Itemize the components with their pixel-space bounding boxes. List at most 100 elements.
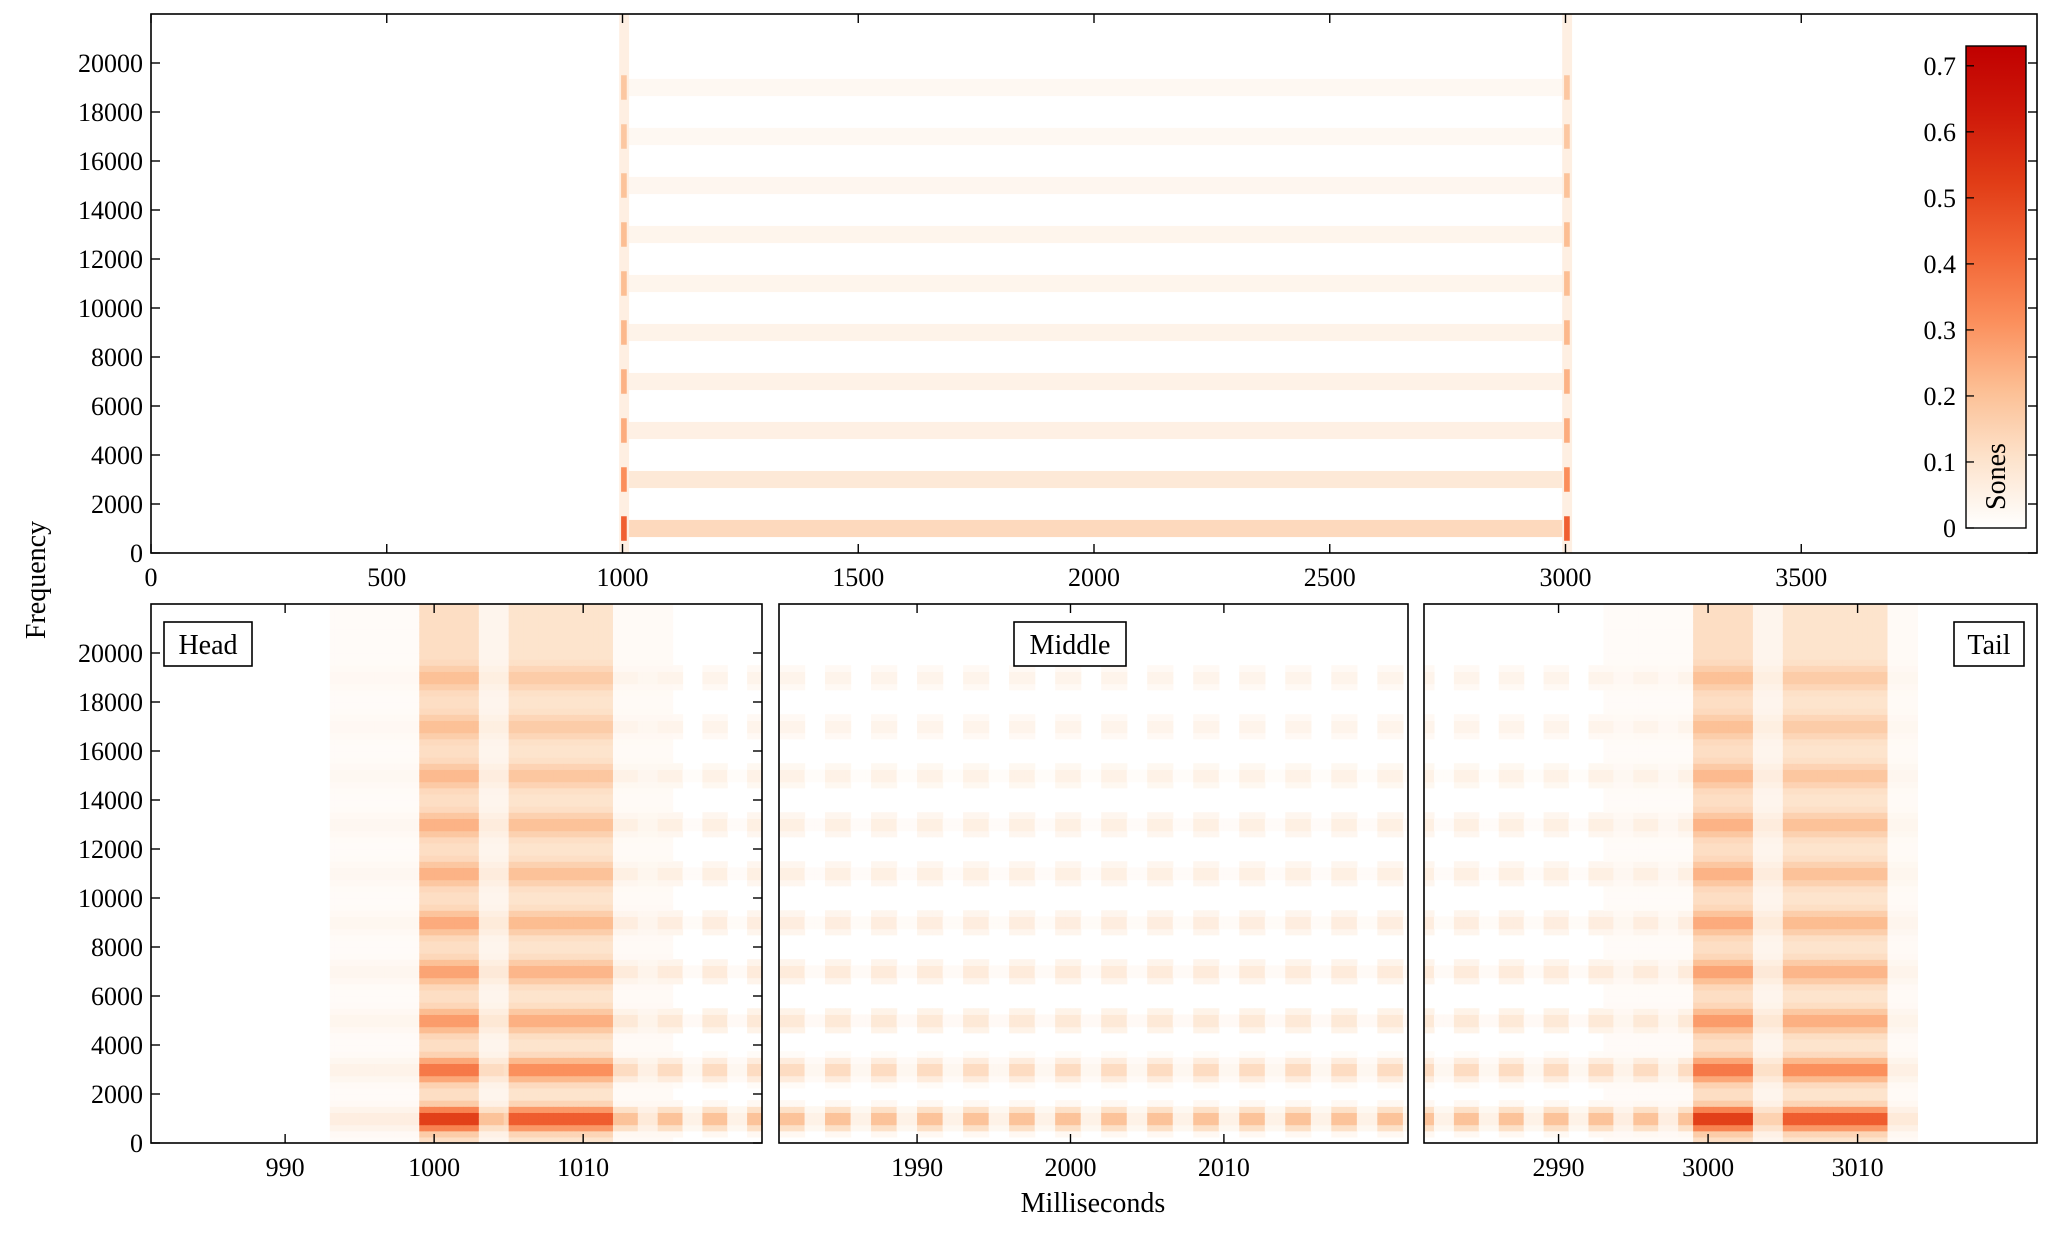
heatmap-cell xyxy=(463,1087,470,1095)
heatmap-cell xyxy=(468,714,475,721)
heatmap-cell xyxy=(349,1118,356,1126)
x-tick-label: 2500 xyxy=(1304,563,1356,592)
heatmap-cell xyxy=(384,1002,391,1009)
heatmap-cell xyxy=(419,940,425,948)
heatmap-cell xyxy=(503,873,510,881)
heatmap-cell xyxy=(473,738,480,746)
heatmap-cell xyxy=(493,916,500,924)
heatmap-cell xyxy=(389,922,396,930)
heatmap-cell xyxy=(354,708,361,715)
heatmap-cell xyxy=(399,787,405,795)
heatmap-cell xyxy=(468,824,475,832)
heatmap-cell xyxy=(498,677,505,685)
heatmap-cell xyxy=(389,1087,396,1095)
heatmap-cell xyxy=(444,757,450,764)
heatmap-cell xyxy=(339,867,346,875)
heatmap-cell xyxy=(404,1136,410,1143)
heatmap-cell xyxy=(359,793,366,801)
heatmap-cell xyxy=(404,1124,410,1132)
heatmap-cell xyxy=(454,1057,460,1064)
heatmap-cell xyxy=(344,1136,351,1143)
heatmap-cell xyxy=(528,1002,535,1009)
heatmap-cell xyxy=(563,842,569,850)
heatmap-cell xyxy=(518,965,525,973)
heatmap-cell xyxy=(553,695,559,703)
heatmap-cell xyxy=(439,885,445,893)
heatmap-cell xyxy=(593,604,599,611)
heatmap-cell xyxy=(528,665,535,672)
heatmap-cell xyxy=(508,806,515,813)
heatmap-cell xyxy=(369,732,376,740)
heatmap-cell xyxy=(518,1057,525,1064)
heatmap-cell xyxy=(513,628,520,636)
heatmap-cell xyxy=(488,720,495,728)
heatmap-cell xyxy=(498,800,505,807)
heatmap-cell xyxy=(543,824,549,832)
heatmap-cell xyxy=(463,1094,470,1101)
heatmap-cell xyxy=(583,1026,589,1034)
heatmap-cell xyxy=(483,622,490,630)
heatmap-cell xyxy=(384,610,391,617)
heatmap-cell xyxy=(583,849,589,856)
heatmap-cell xyxy=(498,720,505,728)
heatmap-cell xyxy=(478,879,485,887)
heatmap-cell xyxy=(399,971,405,979)
heatmap-cell xyxy=(449,610,455,617)
heatmap-cell xyxy=(488,922,495,930)
heatmap-cell xyxy=(384,1087,391,1095)
heatmap-cell xyxy=(558,983,564,991)
heatmap-cell xyxy=(404,751,410,758)
heatmap-cell xyxy=(429,983,435,991)
heatmap-cell xyxy=(344,965,351,973)
heatmap-cell xyxy=(463,1069,470,1077)
heatmap-cell xyxy=(334,1100,341,1107)
heatmap-cell xyxy=(329,677,336,685)
heatmap-cell xyxy=(379,702,386,709)
heatmap-cell xyxy=(588,757,594,764)
heatmap-cell xyxy=(414,781,420,789)
heatmap-cell xyxy=(434,732,440,740)
heatmap-cell xyxy=(573,959,579,966)
heatmap-cell xyxy=(468,904,475,911)
heatmap-cell xyxy=(548,1002,554,1009)
heatmap-cell xyxy=(558,1045,564,1052)
heatmap-cell xyxy=(369,653,376,660)
heatmap-cell xyxy=(379,1014,386,1022)
heatmap-cell xyxy=(578,996,584,1003)
heatmap-cell xyxy=(414,1032,420,1040)
heatmap-cell xyxy=(349,812,356,819)
heatmap-cell xyxy=(508,622,515,630)
heatmap-cell xyxy=(493,640,500,648)
heatmap-cell xyxy=(458,622,465,630)
heatmap-cell xyxy=(404,1045,410,1052)
heatmap-cell xyxy=(523,634,530,642)
heatmap-cell xyxy=(563,867,569,875)
heatmap-cell xyxy=(439,1130,445,1138)
heatmap-cell xyxy=(374,1094,381,1101)
heatmap-cell xyxy=(513,1020,520,1028)
heatmap-cell xyxy=(498,996,505,1003)
heatmap-cell xyxy=(369,726,376,734)
heatmap-cell xyxy=(349,1112,356,1120)
heatmap-cell xyxy=(399,604,405,611)
heatmap-cell xyxy=(429,898,435,905)
heatmap-cell xyxy=(563,781,569,789)
heatmap-cell xyxy=(568,769,574,777)
heatmap-cell xyxy=(493,604,500,611)
heatmap-cell xyxy=(553,836,559,844)
heatmap-cell xyxy=(399,708,405,715)
heatmap-cell xyxy=(463,885,470,893)
heatmap-cell xyxy=(603,1020,609,1028)
heatmap-cell xyxy=(533,610,540,617)
heatmap-cell xyxy=(493,1118,500,1126)
heatmap-cell xyxy=(329,1136,336,1143)
heatmap-cell xyxy=(603,953,609,960)
heatmap-cell xyxy=(344,922,351,930)
heatmap-cell xyxy=(543,904,549,911)
heatmap-cell xyxy=(334,983,341,991)
heatmap-cell xyxy=(578,1026,584,1034)
heatmap-cell xyxy=(563,671,569,679)
heatmap-cell xyxy=(508,1057,515,1064)
heatmap-cell xyxy=(429,610,435,617)
heatmap-cell xyxy=(429,628,435,636)
